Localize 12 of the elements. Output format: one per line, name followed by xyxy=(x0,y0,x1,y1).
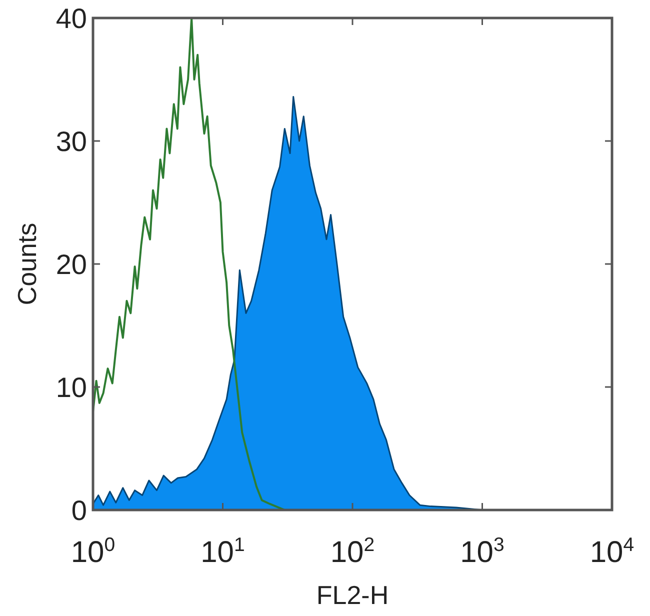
y-tick-label: 0 xyxy=(71,495,87,526)
x-tick-label: 10$^{4}$ xyxy=(590,534,634,569)
x-tick-label: 10$^{3}$ xyxy=(460,534,504,569)
x-tick-label: 10$^{0}$ xyxy=(70,534,116,569)
y-tick-label: 20 xyxy=(56,249,87,280)
y-tick-label: 30 xyxy=(56,126,87,158)
x-tick-label: 10$^{2}$ xyxy=(330,534,375,569)
y-axis-title: Counts xyxy=(12,222,42,306)
y-tick-label: 40 xyxy=(56,3,87,34)
x-tick-label: 10$^{1}$ xyxy=(200,534,245,569)
y-tick-label: 10 xyxy=(56,372,87,404)
x-axis-title: FL2-H xyxy=(316,580,389,610)
